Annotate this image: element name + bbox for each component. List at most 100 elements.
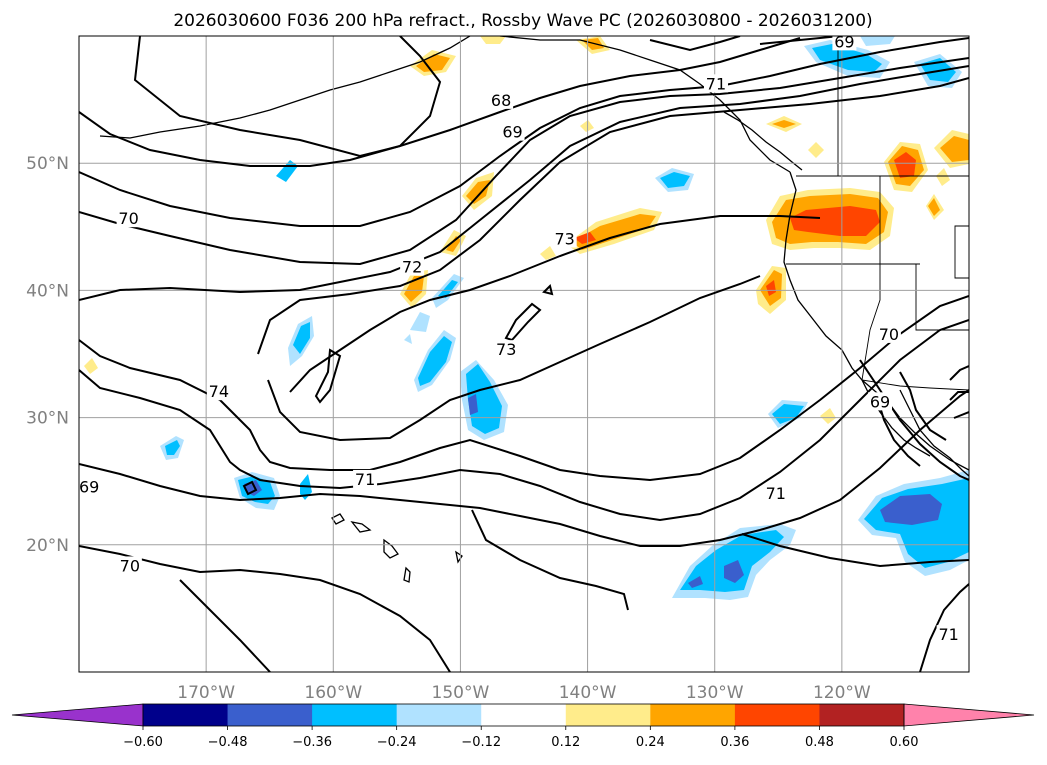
political-borders [786, 36, 969, 391]
filled-region [572, 214, 656, 250]
contour-line [79, 37, 969, 227]
colorbar-tick-label: 0.24 [636, 735, 665, 750]
contour-line [504, 302, 542, 342]
filled-region [446, 236, 461, 252]
contour-label: 71 [355, 470, 375, 489]
colorbar-swatch [734, 704, 820, 726]
y-tick-label: 50°N [26, 154, 69, 174]
x-tick-label: 140°W [559, 683, 617, 703]
contour-label: 68 [491, 91, 511, 110]
contour-label-bg [494, 340, 519, 359]
contour-line [79, 295, 969, 482]
contour-line [79, 65, 969, 301]
contour-label-bg [79, 477, 102, 496]
filled-region [84, 358, 98, 374]
filled-region [790, 206, 880, 236]
contour-label: 70 [879, 325, 899, 344]
filled-region [293, 322, 310, 354]
contour-labels: 68 69 69 69 69 70 70 70 71 71 71 71 72 73 73 74 [79, 32, 961, 644]
x-tick-label: 160°W [304, 683, 362, 703]
contour-line [859, 359, 969, 481]
colorbar-extend-max [903, 703, 1035, 727]
contour-line [267, 275, 761, 442]
filled-region [820, 408, 836, 424]
longitude-tick-labels: 170°W 160°W 150°W 140°W 130°W 120°W [177, 683, 871, 703]
contour-label-bg [400, 257, 425, 276]
colorbar-swatch [565, 704, 651, 726]
filled-region [772, 120, 796, 128]
contour-label-bg [489, 90, 514, 109]
colorbar-extend-min [11, 703, 144, 727]
filled-region [404, 276, 424, 302]
contour-label: 70 [120, 556, 140, 575]
contour-label-bg [353, 469, 378, 488]
contour-label-bg [876, 324, 901, 343]
contour-line [542, 284, 554, 296]
filled-region [660, 172, 690, 188]
height-contours [79, 36, 969, 672]
filled-region [466, 180, 490, 204]
coastline-alaska-south [499, 36, 791, 173]
colorbar-tick-label: −0.12 [461, 735, 501, 750]
contour-label: 71 [706, 74, 726, 93]
filled-region [894, 152, 916, 178]
x-tick-label: 170°W [177, 683, 235, 703]
colorbar-tick-label: 0.48 [805, 735, 834, 750]
map-frame [78, 35, 970, 673]
colorbar-tick-label: −0.60 [123, 735, 163, 750]
colorbar-outline [142, 703, 905, 727]
filled-region [936, 168, 950, 186]
contour-label-bg [116, 209, 141, 228]
contour-label: 71 [766, 484, 786, 503]
colorbar: −0.60 −0.48 −0.36 −0.24 −0.12 0.12 0.24 0.36 0.4… [11, 703, 1035, 750]
contour-label: 69 [870, 392, 890, 411]
contour-line [289, 215, 821, 393]
contour-line [79, 319, 969, 522]
y-tick-label: 30°N [26, 409, 69, 429]
map-background [79, 36, 969, 672]
colorbar-swatch [819, 704, 905, 726]
contour-line [79, 57, 969, 266]
colorbar-swatch [143, 704, 229, 726]
colorbar-tick-label: 0.60 [890, 735, 919, 750]
filled-region [680, 530, 784, 592]
filled-region [940, 136, 969, 162]
contour-label-bg [117, 556, 142, 575]
contour-label: 70 [118, 209, 138, 228]
contour-line [79, 37, 801, 167]
x-tick-label: 150°W [432, 683, 490, 703]
filled-region [860, 36, 895, 46]
contour-line [79, 545, 451, 672]
coastline-hawaii [331, 513, 372, 533]
y-tick-label: 20°N [26, 536, 69, 556]
contour-line [314, 348, 342, 404]
coastline-alaska [99, 36, 471, 139]
colorbar-tick-label: −0.24 [377, 735, 417, 750]
contour-label: 69 [834, 32, 854, 51]
border-states [786, 176, 969, 381]
contour-label-bg [703, 74, 728, 93]
filled-region [165, 440, 180, 455]
y-tick-label: 40°N [26, 281, 69, 301]
coastline-hawaii [403, 566, 411, 583]
filled-region [808, 142, 824, 158]
contour-line [242, 480, 258, 496]
filled-region [416, 54, 450, 72]
contour-line [741, 533, 969, 568]
contour-line [179, 579, 271, 672]
map-plot-area: 68 69 69 69 69 70 70 70 71 71 71 71 72 73 73 74 [79, 32, 969, 672]
latitude-tick-labels: 20°N 30°N 40°N 50°N [26, 154, 69, 556]
filled-region [688, 560, 744, 588]
contour-label-bg [500, 122, 525, 141]
contour-line [471, 509, 629, 611]
filled-anomaly-regions [84, 36, 969, 600]
contour-line [79, 389, 969, 547]
colorbar-tick-label: 0.12 [551, 735, 580, 750]
contour-line [877, 399, 921, 467]
filled-region [928, 198, 940, 216]
contour-line [759, 36, 841, 45]
colorbar-swatch [312, 704, 398, 726]
contour-label-bg [763, 483, 788, 502]
contour-line [919, 583, 969, 672]
